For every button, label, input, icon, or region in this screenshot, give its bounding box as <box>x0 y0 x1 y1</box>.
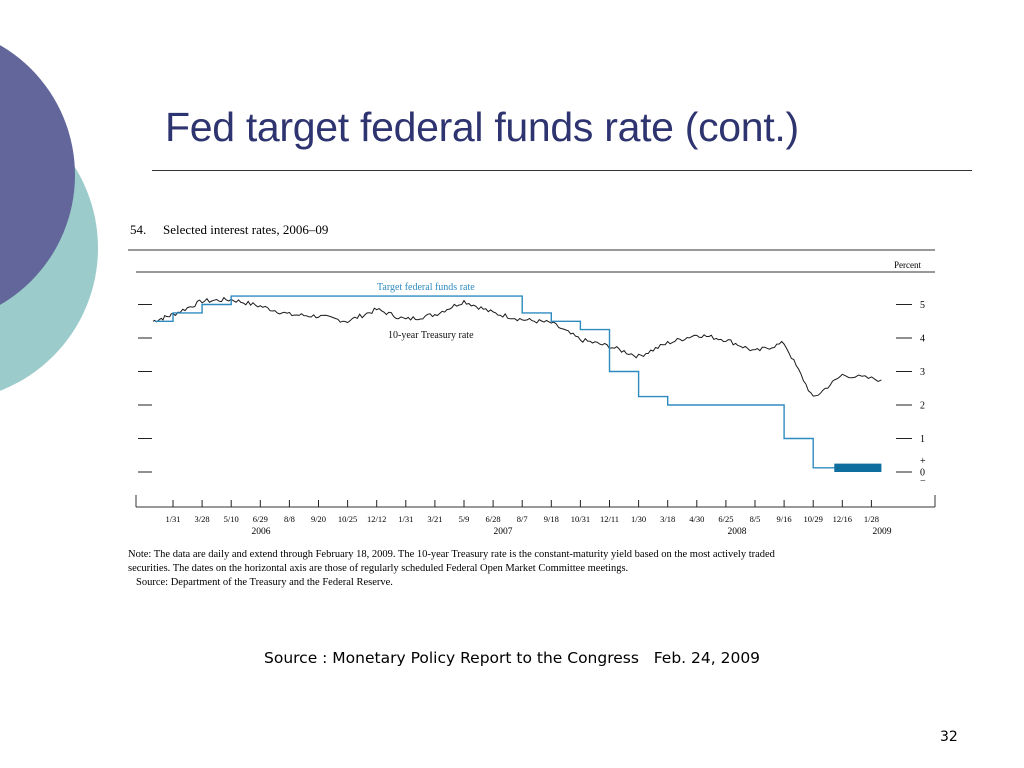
fed-funds-rate-line <box>155 295 882 469</box>
chart-title: Selected interest rates, 2006–09 <box>163 222 328 237</box>
y-ticks: 5 4 3 2 1 0+ − <box>138 300 926 487</box>
x-tick-label: 10/25 <box>338 514 357 524</box>
x-tick-label: 10/31 <box>571 514 590 524</box>
dark-circle <box>0 45 75 305</box>
x-tick-label: 3/21 <box>427 514 442 524</box>
year-label: 2008 <box>728 527 747 537</box>
y-tick-label: 1 <box>920 434 925 445</box>
x-tick-label: 6/29 <box>253 514 268 524</box>
decorative-circles <box>0 45 98 391</box>
treasury-rate-line <box>152 296 882 397</box>
x-tick-label: 4/30 <box>689 514 704 524</box>
year-label: 2006 <box>252 527 271 537</box>
slide-title: Fed target federal funds rate (cont.) <box>165 104 799 150</box>
page-number: 32 <box>940 729 958 745</box>
y-axis-label: Percent <box>894 260 921 270</box>
year-label: 2009 <box>873 527 892 537</box>
series <box>152 295 882 472</box>
x-tick-label: 6/28 <box>486 514 501 524</box>
y-tick-label: 3 <box>920 367 925 378</box>
y-plus-label: + <box>920 456 926 467</box>
x-tick-label: 10/29 <box>804 514 823 524</box>
chart-source: Source: Department of the Treasury and t… <box>136 577 393 588</box>
x-tick-label: 1/31 <box>398 514 413 524</box>
chart: 54. Selected interest rates, 2006–09 Per… <box>128 222 936 588</box>
year-label: 2007 <box>494 527 513 537</box>
slide-source: Source : Monetary Policy Report to the C… <box>264 649 761 667</box>
treasury-series-label: 10-year Treasury rate <box>388 330 474 341</box>
y-tick-label: 4 <box>920 334 925 345</box>
x-tick-label: 1/31 <box>165 514 180 524</box>
y-tick-label: 0 <box>920 468 925 479</box>
x-tick-label: 12/12 <box>367 514 386 524</box>
title-divider <box>152 170 972 171</box>
x-tick-label: 8/5 <box>750 514 761 524</box>
x-tick-label: 3/18 <box>660 514 675 524</box>
x-tick-label: 6/25 <box>718 514 733 524</box>
x-tick-label: 8/8 <box>284 514 295 524</box>
y-minus-label: − <box>920 476 926 487</box>
x-tick-label: 9/20 <box>311 514 326 524</box>
x-tick-label: 9/18 <box>544 514 559 524</box>
fed-funds-target-range <box>834 463 882 472</box>
y-tick-label: 2 <box>920 401 925 412</box>
x-tick-label: 9/16 <box>777 514 792 524</box>
x-tick-label: 1/28 <box>864 514 879 524</box>
x-tick-label: 1/30 <box>631 514 646 524</box>
x-tick-label: 5/10 <box>224 514 239 524</box>
figure-number: 54. <box>130 222 146 237</box>
x-tick-label: 8/7 <box>517 514 528 524</box>
x-tick-label: 5/9 <box>459 514 470 524</box>
y-tick-label: 5 <box>920 300 925 311</box>
x-tick-label: 12/16 <box>833 514 852 524</box>
x-tick-label: 3/28 <box>195 514 210 524</box>
x-ticks: 1/31 3/28 5/10 6/29 8/8 9/20 10/25 12/12 1/31 3/2… <box>165 500 892 537</box>
fed-funds-series-label: Target federal funds rate <box>377 282 475 293</box>
chart-note: Note: The data are daily and extend thro… <box>128 549 778 574</box>
x-tick-label: 12/11 <box>600 514 619 524</box>
